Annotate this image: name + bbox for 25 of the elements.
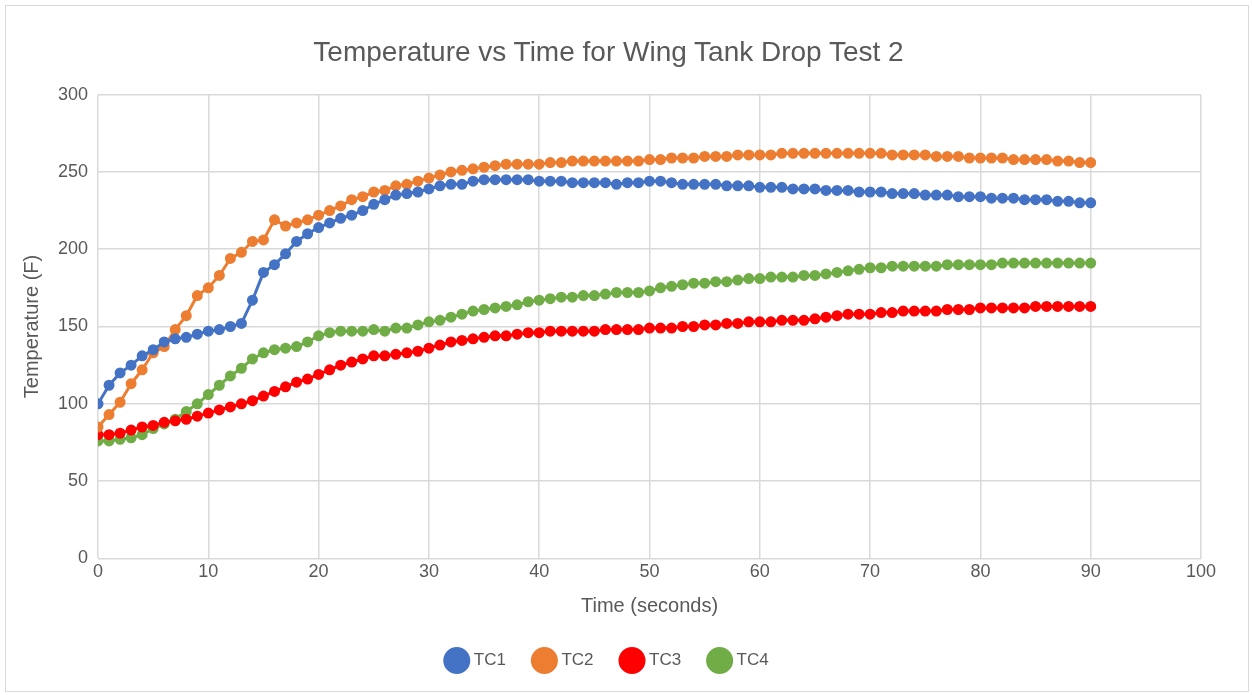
x-axis-title: Time (seconds)	[580, 593, 719, 616]
x-tick-label: 50	[639, 561, 660, 582]
y-tick-label: 200	[57, 238, 89, 259]
x-tick-label: 0	[93, 561, 104, 582]
y-tick-label: 150	[57, 315, 89, 336]
x-tick-label: 80	[970, 561, 991, 582]
x-tick-label: 90	[1080, 561, 1101, 582]
x-tick-label: 10	[198, 561, 219, 582]
legend-label: TC2	[561, 650, 594, 670]
legend-label: TC3	[649, 650, 682, 670]
x-tick-label: 40	[529, 561, 550, 582]
legend-label: TC1	[473, 650, 506, 670]
y-tick-label: 0	[78, 547, 89, 568]
x-tick-label: 20	[308, 561, 329, 582]
legend-label: TC4	[736, 650, 769, 670]
y-tick-label: 50	[68, 470, 89, 491]
y-tick-label: 100	[57, 392, 89, 413]
x-tick-label: 70	[860, 561, 881, 582]
y-axis-title: Temperature (F)	[19, 254, 42, 399]
x-tick-label: 30	[418, 561, 439, 582]
chart-title: Temperature vs Time for Wing Tank Drop Test 2	[313, 35, 904, 67]
x-tick-label: 100	[1185, 561, 1217, 582]
y-tick-label: 250	[57, 160, 89, 181]
y-tick-label: 300	[57, 83, 89, 104]
x-tick-label: 60	[749, 561, 770, 582]
